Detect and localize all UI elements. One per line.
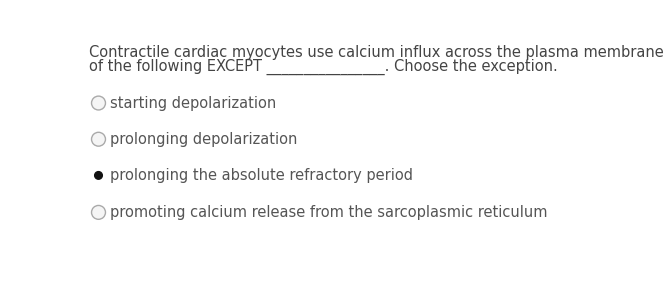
Text: prolonging depolarization: prolonging depolarization	[110, 132, 297, 147]
Text: starting depolarization: starting depolarization	[110, 96, 276, 111]
Text: of the following EXCEPT ________________. Choose the exception.: of the following EXCEPT ________________…	[89, 59, 558, 75]
Circle shape	[92, 96, 106, 110]
Circle shape	[92, 132, 106, 146]
Text: promoting calcium release from the sarcoplasmic reticulum: promoting calcium release from the sarco…	[110, 205, 548, 220]
Circle shape	[92, 206, 106, 219]
Text: prolonging the absolute refractory period: prolonging the absolute refractory perio…	[110, 168, 413, 183]
Text: Contractile cardiac myocytes use calcium influx across the plasma membrane for a: Contractile cardiac myocytes use calcium…	[89, 44, 664, 59]
Circle shape	[95, 172, 102, 179]
